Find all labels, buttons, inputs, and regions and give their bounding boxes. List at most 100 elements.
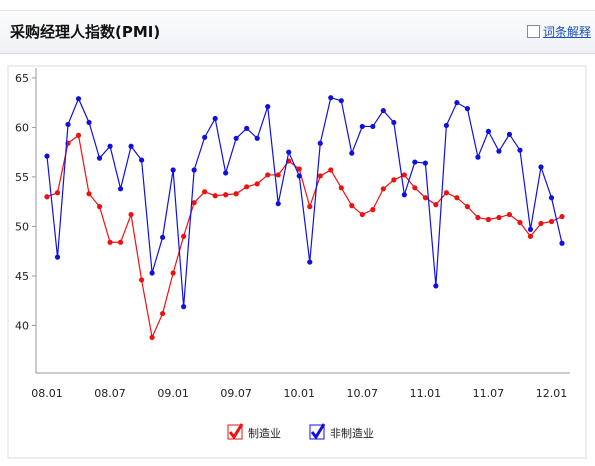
data-point (349, 150, 355, 156)
data-point (86, 191, 92, 197)
data-point (548, 218, 555, 225)
legend-item[interactable]: 制造业 (227, 423, 281, 440)
data-point (538, 164, 544, 170)
data-point (212, 115, 218, 122)
data-point (380, 107, 386, 114)
data-point (117, 239, 124, 245)
legend-check[interactable] (228, 423, 244, 440)
y-tick-label: 65 (15, 72, 29, 85)
legend-label[interactable]: 非制造业 (330, 426, 374, 440)
series-line (46, 96, 563, 307)
data-point (202, 134, 208, 140)
x-tick-label: 08.07 (94, 387, 126, 400)
data-point (212, 193, 218, 199)
data-point (412, 159, 418, 165)
data-point (433, 283, 439, 289)
legend-item[interactable]: 非制造业 (309, 423, 374, 440)
data-point (464, 204, 471, 210)
data-point (464, 106, 471, 112)
data-point (138, 277, 145, 283)
data-point (44, 153, 50, 159)
data-point (181, 233, 187, 239)
data-point (96, 155, 103, 161)
data-point (128, 143, 134, 149)
data-point (233, 191, 239, 197)
data-point (265, 172, 271, 178)
x-tick-label: 12.01 (536, 387, 568, 400)
data-point (443, 190, 449, 196)
data-point (75, 96, 82, 102)
data-point (548, 195, 555, 201)
data-point (517, 147, 523, 153)
data-point (328, 95, 334, 101)
data-point (422, 160, 428, 166)
data-point (443, 122, 449, 129)
data-point (559, 213, 565, 220)
data-point (338, 98, 344, 104)
legend-check[interactable] (310, 423, 326, 440)
data-point (296, 166, 302, 172)
data-point (506, 131, 513, 137)
data-point (401, 192, 407, 198)
data-point (233, 135, 239, 141)
y-tick-label: 60 (15, 121, 29, 134)
y-tick-label: 40 (15, 319, 29, 332)
x-tick-label: 11.01 (410, 387, 442, 400)
data-point (307, 259, 313, 265)
help-link-text[interactable]: 词条解释 (542, 25, 591, 39)
data-point (191, 167, 197, 173)
data-point (328, 167, 334, 173)
chart-frame (7, 65, 587, 459)
x-tick-label: 10.01 (283, 387, 315, 400)
data-point (265, 104, 271, 110)
data-point (107, 239, 113, 245)
data-point (370, 207, 376, 213)
data-point (496, 214, 502, 221)
data-point (422, 195, 428, 201)
help-link[interactable]: 词条解释 (526, 23, 591, 40)
y-tick-label: 45 (15, 270, 29, 283)
data-point (517, 219, 523, 226)
data-point (54, 190, 61, 196)
data-point (527, 233, 534, 239)
data-point (391, 177, 397, 183)
data-point (317, 173, 323, 179)
data-point (401, 172, 407, 178)
data-point (223, 170, 229, 176)
data-point (202, 189, 208, 195)
data-point (349, 203, 355, 209)
y-tick-label: 55 (15, 171, 29, 184)
data-point (527, 226, 534, 233)
data-point (286, 149, 292, 155)
data-point (317, 140, 323, 146)
data-point (191, 200, 197, 206)
data-point (181, 304, 187, 310)
data-point (454, 195, 460, 201)
data-point (44, 194, 50, 200)
data-point (475, 154, 481, 160)
data-point (54, 254, 61, 260)
data-point (65, 121, 71, 128)
data-point (275, 172, 281, 178)
data-point (138, 157, 145, 163)
header: 采购经理人指数(PMI) 词条解释 (0, 10, 595, 54)
data-point (391, 119, 397, 126)
header-title: 采购经理人指数(PMI) (10, 23, 161, 41)
series-line (46, 134, 563, 340)
data-point (170, 167, 176, 173)
data-point (117, 186, 124, 192)
x-tick-label: 09.01 (157, 387, 189, 400)
data-point (244, 125, 250, 132)
legend-label[interactable]: 制造业 (248, 426, 281, 440)
data-point (275, 201, 281, 207)
data-point (506, 211, 513, 218)
data-point (538, 220, 544, 227)
data-point (496, 148, 502, 154)
data-point (223, 192, 229, 198)
data-point (160, 310, 166, 317)
x-tick-label: 09.07 (220, 387, 252, 400)
data-point (149, 334, 155, 340)
data-point (149, 270, 155, 276)
